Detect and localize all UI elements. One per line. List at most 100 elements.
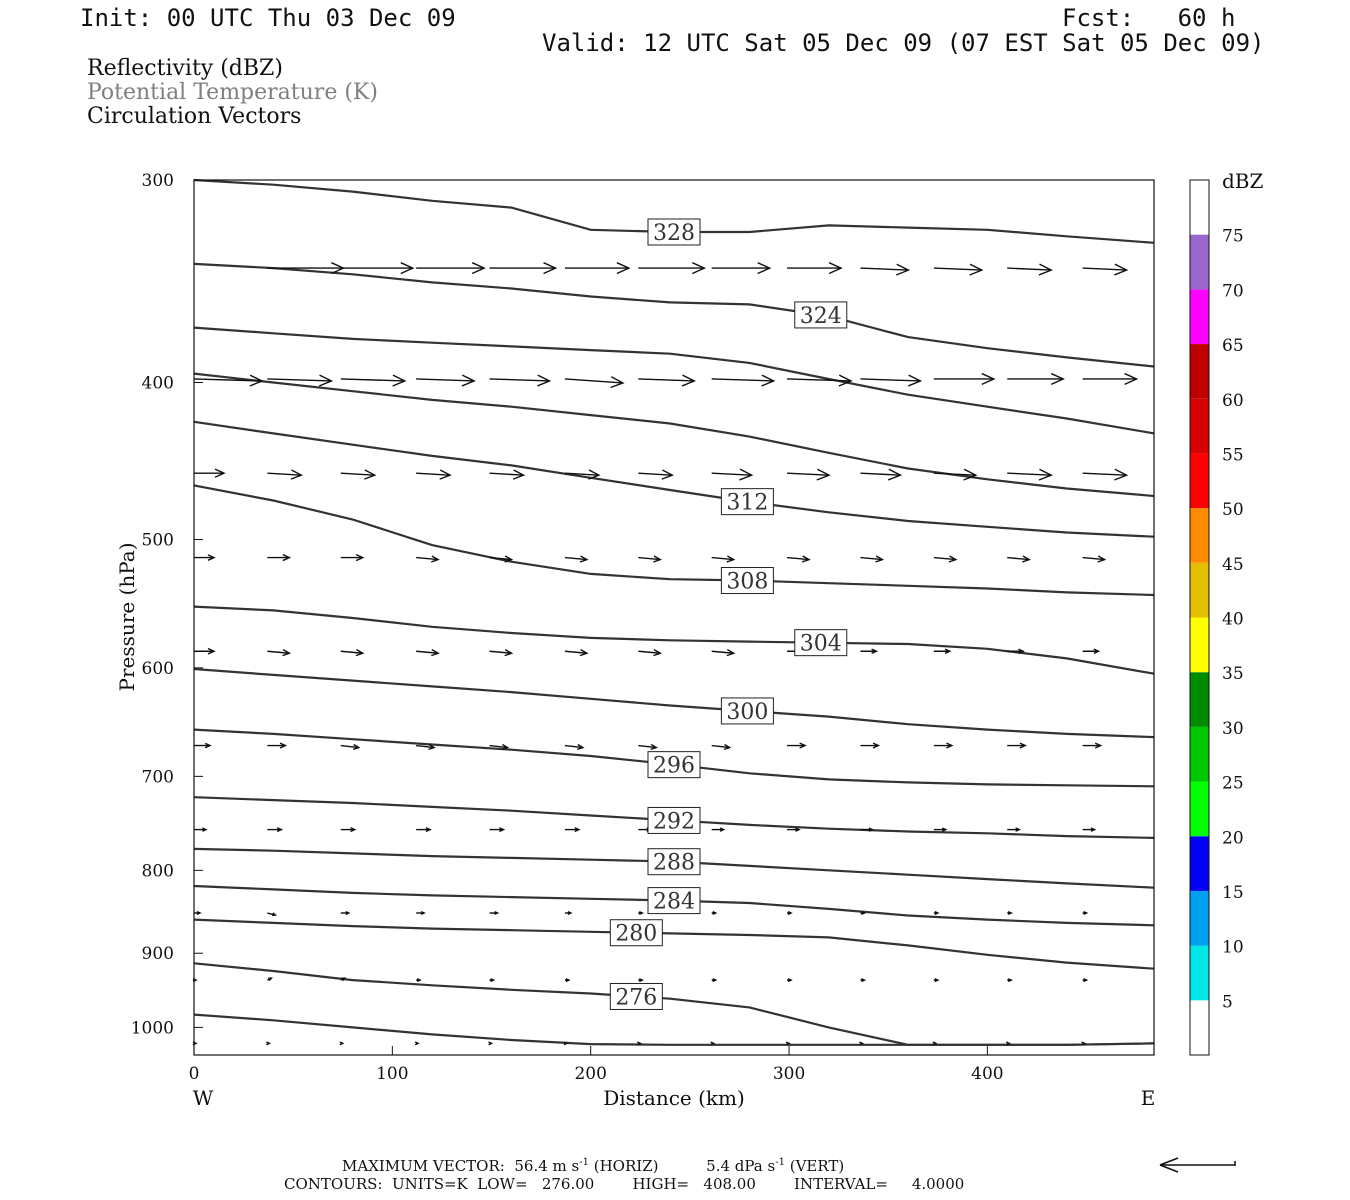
contour-label-324: 324 bbox=[794, 301, 848, 329]
contour-label-304: 304 bbox=[794, 629, 848, 657]
vector-arrow bbox=[416, 374, 476, 387]
vector-arrow bbox=[787, 827, 801, 832]
colorbar-swatch bbox=[1190, 672, 1209, 727]
vector-arrow bbox=[638, 469, 675, 480]
contour-label-312: 312 bbox=[720, 488, 774, 516]
vector-arrow bbox=[932, 1041, 938, 1046]
vector-arrow bbox=[489, 555, 514, 563]
colorbar-swatch bbox=[1190, 508, 1209, 563]
y-tick-label: 300 bbox=[142, 171, 174, 191]
x-tick-label: 100 bbox=[376, 1064, 408, 1084]
vector-arrow bbox=[194, 827, 208, 832]
contour-label-284: 284 bbox=[647, 887, 701, 915]
vector-arrow bbox=[933, 263, 984, 276]
colorbar-tick-label: 45 bbox=[1222, 555, 1244, 575]
vector-arrow bbox=[267, 649, 292, 657]
vector-arrow bbox=[489, 374, 552, 387]
dbz-colorbar: 5 10 15 20 25 30 35 40 45 50 55 60 65 70 75 bbox=[1189, 179, 1244, 1056]
contour-320 bbox=[193, 326, 1155, 435]
vector-arrow bbox=[638, 649, 662, 657]
vector-arrow bbox=[340, 743, 361, 751]
vector-arrow bbox=[860, 555, 885, 563]
vector-arrow bbox=[489, 978, 496, 983]
vector-arrow bbox=[1007, 978, 1013, 983]
vector-arrow bbox=[1082, 978, 1089, 983]
colorbar-swatch bbox=[1190, 562, 1209, 618]
valid-time: Valid: 12 UTC Sat 05 Dec 09 (07 EST Sat … bbox=[542, 29, 1265, 57]
vector-arrow bbox=[416, 262, 486, 275]
vector-arrow bbox=[710, 1041, 716, 1046]
vector-arrow bbox=[711, 649, 736, 657]
contour-label-308: 308 bbox=[720, 567, 774, 595]
colorbar-swatch bbox=[1190, 289, 1209, 345]
vector-arrow bbox=[787, 374, 853, 387]
vector-arrow bbox=[193, 374, 264, 387]
contour-labels: 276 280 284 288 292 296 300 304 308 312 324 328 bbox=[609, 218, 848, 1010]
vector-arrow bbox=[1082, 911, 1089, 915]
vector-arrow bbox=[1007, 911, 1013, 915]
colorbar-swatch bbox=[1190, 234, 1209, 290]
circulation-vectors bbox=[192, 262, 1139, 1046]
vector-arrow bbox=[638, 262, 707, 275]
vector-arrow bbox=[340, 553, 365, 562]
vector-arrow bbox=[339, 1041, 345, 1046]
vector-arrow bbox=[1082, 468, 1129, 481]
svg-text:312: 312 bbox=[726, 491, 768, 516]
y-tick-label: 900 bbox=[142, 944, 174, 964]
svg-text:324: 324 bbox=[800, 304, 842, 329]
theta-contours bbox=[193, 178, 1155, 1046]
vector-arrow bbox=[489, 469, 526, 480]
vector-arrow bbox=[860, 263, 911, 276]
vector-arrow bbox=[1007, 742, 1027, 749]
vector-arrow bbox=[564, 978, 571, 983]
vector-arrow bbox=[933, 911, 940, 915]
vector-arrow bbox=[711, 743, 732, 751]
vector-arrow bbox=[416, 555, 440, 563]
colorbar-swatch bbox=[1190, 398, 1209, 454]
vector-arrow bbox=[1007, 468, 1053, 481]
vector-arrow bbox=[785, 1041, 791, 1046]
contour-316 bbox=[193, 372, 1155, 498]
vector-arrow bbox=[267, 827, 284, 833]
vector-arrow bbox=[1082, 742, 1103, 749]
vector-arrow bbox=[194, 742, 212, 749]
colorbar-tick-label: 55 bbox=[1222, 445, 1244, 465]
vector-arrow bbox=[194, 468, 226, 478]
y-axis-ticks: 300 400 500 600 700 800 900 1000 bbox=[131, 171, 203, 1038]
vector-arrow bbox=[638, 911, 645, 915]
vector-arrow bbox=[1007, 555, 1031, 563]
colorbar-tick-label: 30 bbox=[1222, 719, 1244, 739]
vector-arrow bbox=[711, 978, 718, 983]
vector-arrow bbox=[787, 978, 793, 983]
vector-arrow bbox=[860, 374, 923, 387]
vector-arrow bbox=[340, 911, 351, 915]
vector-arrow bbox=[1082, 372, 1139, 385]
vector-arrow bbox=[267, 553, 292, 562]
vector-arrow bbox=[711, 468, 754, 481]
forecast-hour: Fcst: 60 h bbox=[1062, 4, 1236, 32]
contour-label-276: 276 bbox=[609, 982, 663, 1010]
vector-arrow bbox=[416, 469, 452, 480]
vector-arrow bbox=[194, 554, 216, 561]
vector-arrow bbox=[1082, 263, 1129, 276]
vector-arrow bbox=[711, 911, 718, 915]
legend-vectors: Circulation Vectors bbox=[87, 104, 302, 129]
vector-arrow bbox=[859, 1041, 865, 1046]
colorbar-tick-label: 25 bbox=[1222, 774, 1244, 794]
x-tick-label: 400 bbox=[971, 1064, 1003, 1084]
vector-arrow bbox=[787, 742, 807, 749]
colorbar-tick-label: 70 bbox=[1222, 281, 1244, 301]
vector-arrow bbox=[563, 1041, 569, 1046]
vector-arrow bbox=[933, 827, 948, 832]
vector-arrow bbox=[340, 469, 377, 480]
vector-arrow bbox=[933, 372, 996, 385]
y-axis-title: Pressure (hPa) bbox=[115, 543, 139, 692]
vector-arrow bbox=[711, 555, 736, 563]
y-tick-label: 400 bbox=[142, 373, 174, 393]
contour-304 bbox=[193, 605, 1155, 675]
vector-arrow bbox=[637, 1041, 643, 1046]
vector-arrow bbox=[416, 649, 440, 657]
y-tick-label: 700 bbox=[142, 767, 174, 787]
vector-arrow bbox=[711, 262, 772, 275]
vector-arrow bbox=[564, 743, 585, 751]
